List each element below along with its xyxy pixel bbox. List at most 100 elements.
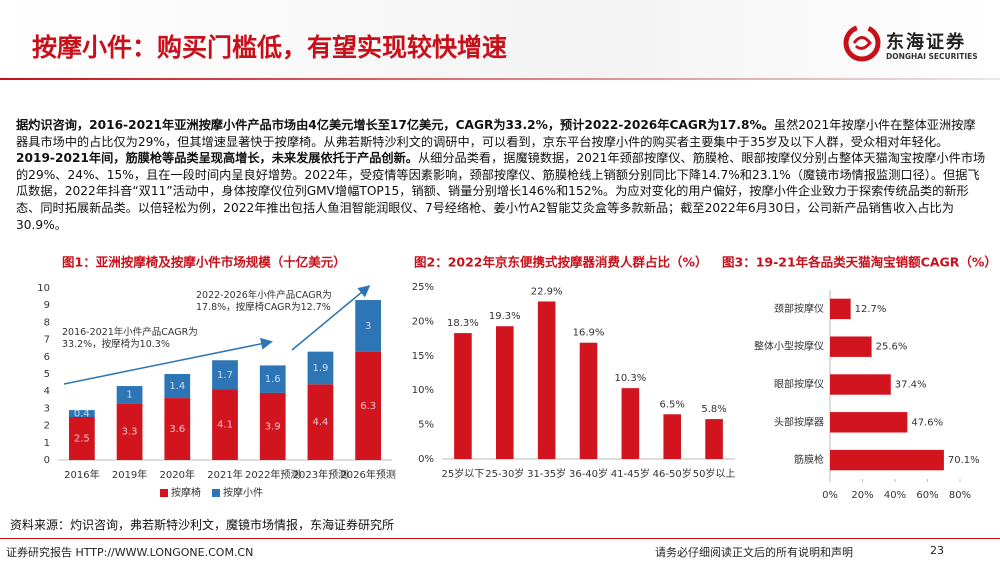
category-label: 颈部按摩仪 — [774, 302, 824, 315]
bar — [830, 449, 944, 471]
text: 从细分品类看，据魔镜数据，2021年颈部按摩仪、筋膜枪、眼部按摩仪分别占整体天猫… — [16, 151, 986, 232]
x-tick-label: 60% — [916, 490, 938, 501]
value-label: 1.7 — [217, 370, 233, 381]
chart-title: 图3：19-21年各品类天猫淘宝销额CAGR（%） — [722, 255, 997, 270]
category-label: 整体小型按摩仪 — [754, 340, 824, 353]
bar — [537, 301, 556, 459]
value-label: 2.5 — [74, 434, 90, 445]
bar — [830, 298, 851, 320]
x-tick-label: 25-30岁 — [485, 467, 524, 480]
value-label: 10.3% — [614, 373, 646, 384]
paragraph: 2019-2021年间，筋膜枪等品类呈现高增长，未来发展依托于产品创新。从细分品… — [16, 150, 986, 233]
value-label: 18.3% — [447, 318, 479, 329]
x-tick-label: 41-45岁 — [611, 467, 650, 480]
bar — [495, 326, 514, 459]
legend-label: 按摩椅 — [171, 486, 201, 499]
value-label: 12.7% — [855, 304, 887, 315]
trend-arrow — [63, 337, 273, 385]
logo-sub: DONGHAI SECURITIES — [886, 52, 978, 61]
bar-segment — [164, 374, 191, 399]
bar — [621, 388, 640, 459]
value-label: 1.6 — [265, 374, 281, 385]
x-tick-label: 46-50岁 — [653, 467, 692, 480]
value-label: 1.4 — [169, 381, 185, 392]
value-label: 6.3 — [360, 401, 376, 412]
chart-title: 图1：亚洲按摩椅及按摩小件市场规模（十亿美元） — [62, 255, 346, 270]
bar-segment — [355, 351, 382, 460]
value-label: 4.4 — [312, 417, 328, 428]
bar-segment — [164, 398, 191, 460]
y-tick-label: 2 — [44, 421, 50, 432]
bar — [663, 414, 682, 459]
bar — [830, 412, 908, 433]
header-band — [0, 0, 1000, 78]
text: 虽然2021年按摩小件在整体亚洲按摩器具市场中的占比仅为29%，但其增速显著快于… — [16, 118, 976, 149]
value-label: 0.4 — [74, 409, 90, 420]
value-label: 37.4% — [895, 380, 927, 391]
bar-segment — [259, 365, 286, 393]
bar-segment — [307, 384, 334, 460]
x-tick-label: 0% — [822, 490, 838, 501]
lead: 据灼识咨询，2016-2021年亚洲按摩小件产品市场由4亿美元增长至17亿美元，… — [16, 118, 774, 132]
slide-title: 按摩小件：购买门槛低，有望实现较快增速 — [32, 33, 508, 62]
bar-segment — [212, 360, 238, 390]
y-tick-label: 8 — [44, 317, 50, 328]
value-label: 3 — [365, 321, 371, 332]
y-tick-label: 4 — [44, 386, 50, 397]
bar-segment — [68, 417, 95, 460]
value-label: 3.3 — [122, 427, 138, 438]
x-tick-label: 25岁以下 — [442, 467, 485, 480]
y-tick-label: 0% — [418, 454, 434, 465]
annotation: 2016-2021年小件产品CAGR为33.2%，按摩椅为10.3% — [62, 327, 198, 350]
header-rule — [0, 78, 1000, 80]
value-label: 16.9% — [573, 328, 605, 339]
logo-mark — [843, 24, 881, 62]
x-tick-label: 50岁以上 — [693, 467, 736, 480]
value-label: 19.3% — [489, 311, 521, 322]
bar-segment — [116, 386, 143, 404]
bar-segment — [259, 392, 286, 460]
x-tick-label: 40% — [884, 490, 906, 501]
value-label: 6.5% — [660, 399, 685, 410]
x-tick-label: 2023年预测 — [293, 468, 348, 481]
x-tick-label: 2022年预测 — [245, 468, 300, 481]
y-tick-label: 5 — [44, 369, 50, 380]
value-label: 4.1 — [217, 420, 233, 431]
bar-segment — [116, 403, 143, 460]
x-tick-label: 2021年 — [207, 468, 242, 481]
x-tick-label: 2019年 — [112, 468, 147, 481]
y-tick-label: 25% — [412, 282, 434, 293]
bar-segment — [355, 300, 382, 352]
source-note: 资料来源：灼识咨询，弗若斯特沙利文，魔镜市场情报，东海证券研究所 — [10, 518, 395, 532]
y-tick-label: 1 — [44, 438, 50, 449]
value-label: 1.9 — [312, 363, 328, 374]
value-label: 70.1% — [948, 455, 980, 466]
y-tick-label: 6 — [44, 352, 50, 363]
footer-right: 请务必仔细阅读正文后的所有说明和声明 — [655, 546, 853, 559]
bar-segment — [212, 389, 238, 460]
legend-swatch — [212, 489, 220, 497]
x-tick-label: 31-35岁 — [527, 467, 566, 480]
value-label: 3.6 — [169, 424, 185, 435]
bar-segment — [68, 410, 95, 417]
value-label: 25.6% — [876, 342, 908, 353]
legend-swatch — [160, 489, 168, 497]
value-label: 47.6% — [911, 417, 943, 428]
y-tick-label: 0 — [44, 455, 50, 466]
x-tick-label: 2026年预测 — [340, 468, 395, 481]
y-tick-label: 10% — [412, 385, 434, 396]
bar — [705, 419, 723, 459]
value-label: 5.8% — [701, 404, 726, 415]
page-number: 23 — [930, 544, 944, 557]
bar-segment — [307, 351, 334, 385]
annotation: 2022-2026年小件产品CAGR为17.8%，按摩椅CAGR为12.7% — [196, 290, 332, 313]
value-label: 22.9% — [531, 286, 563, 297]
legend-label: 按摩小件 — [223, 486, 263, 499]
y-tick-label: 7 — [44, 335, 50, 346]
x-tick-label: 80% — [949, 490, 971, 501]
y-tick-label: 10 — [37, 283, 50, 294]
y-tick-label: 20% — [412, 316, 434, 327]
y-tick-label: 5% — [418, 420, 434, 431]
